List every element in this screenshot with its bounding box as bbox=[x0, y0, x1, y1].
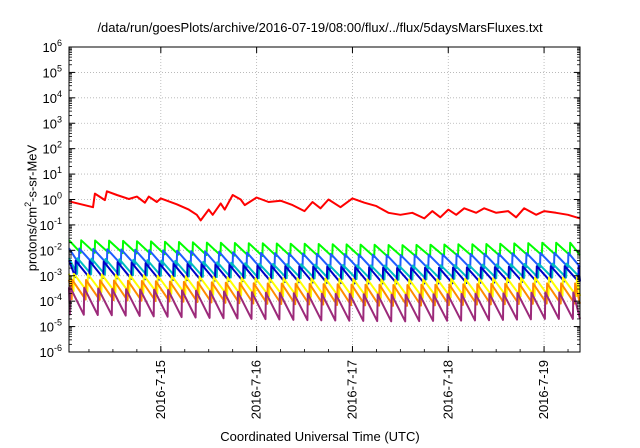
y-tick-label: 105 bbox=[43, 63, 62, 80]
series-layer bbox=[68, 190, 581, 323]
y-tick-label: 10-1 bbox=[40, 216, 62, 233]
y-tick-label: 103 bbox=[43, 114, 62, 131]
x-axis-label: Coordinated Universal Time (UTC) bbox=[220, 429, 420, 444]
y-tick-label: 10-4 bbox=[40, 292, 62, 309]
x-tick-label: 2016-7-18 bbox=[440, 360, 455, 419]
y-tick-label: 102 bbox=[43, 140, 62, 157]
y-tick-label: 10-5 bbox=[40, 318, 62, 335]
y-tick-label: 10-6 bbox=[40, 343, 62, 360]
y-tick-label: 10-2 bbox=[40, 241, 62, 258]
tick-layer: 10-6 10-5 10-4 10-3 10-2 10-1 100 101 102 103 104 1… bbox=[40, 38, 580, 419]
y-tick-label: 10-3 bbox=[40, 267, 62, 284]
x-tick-label: 2016-7-19 bbox=[536, 360, 551, 419]
series-line bbox=[68, 190, 581, 222]
x-tick-label: 2016-7-15 bbox=[153, 360, 168, 419]
chart-title: /data/run/goesPlots/archive/2016-07-19/0… bbox=[97, 20, 543, 35]
series-line bbox=[68, 278, 581, 307]
series-line bbox=[68, 259, 581, 285]
series-line bbox=[68, 286, 581, 323]
y-tick-label: 101 bbox=[43, 165, 62, 182]
y-tick-label: 100 bbox=[43, 191, 62, 208]
y-tick-label: 104 bbox=[43, 89, 62, 106]
y-tick-label: 106 bbox=[43, 38, 62, 55]
x-tick-label: 2016-7-16 bbox=[249, 360, 264, 419]
series-line bbox=[68, 239, 581, 258]
x-tick-label: 2016-7-17 bbox=[344, 360, 359, 419]
